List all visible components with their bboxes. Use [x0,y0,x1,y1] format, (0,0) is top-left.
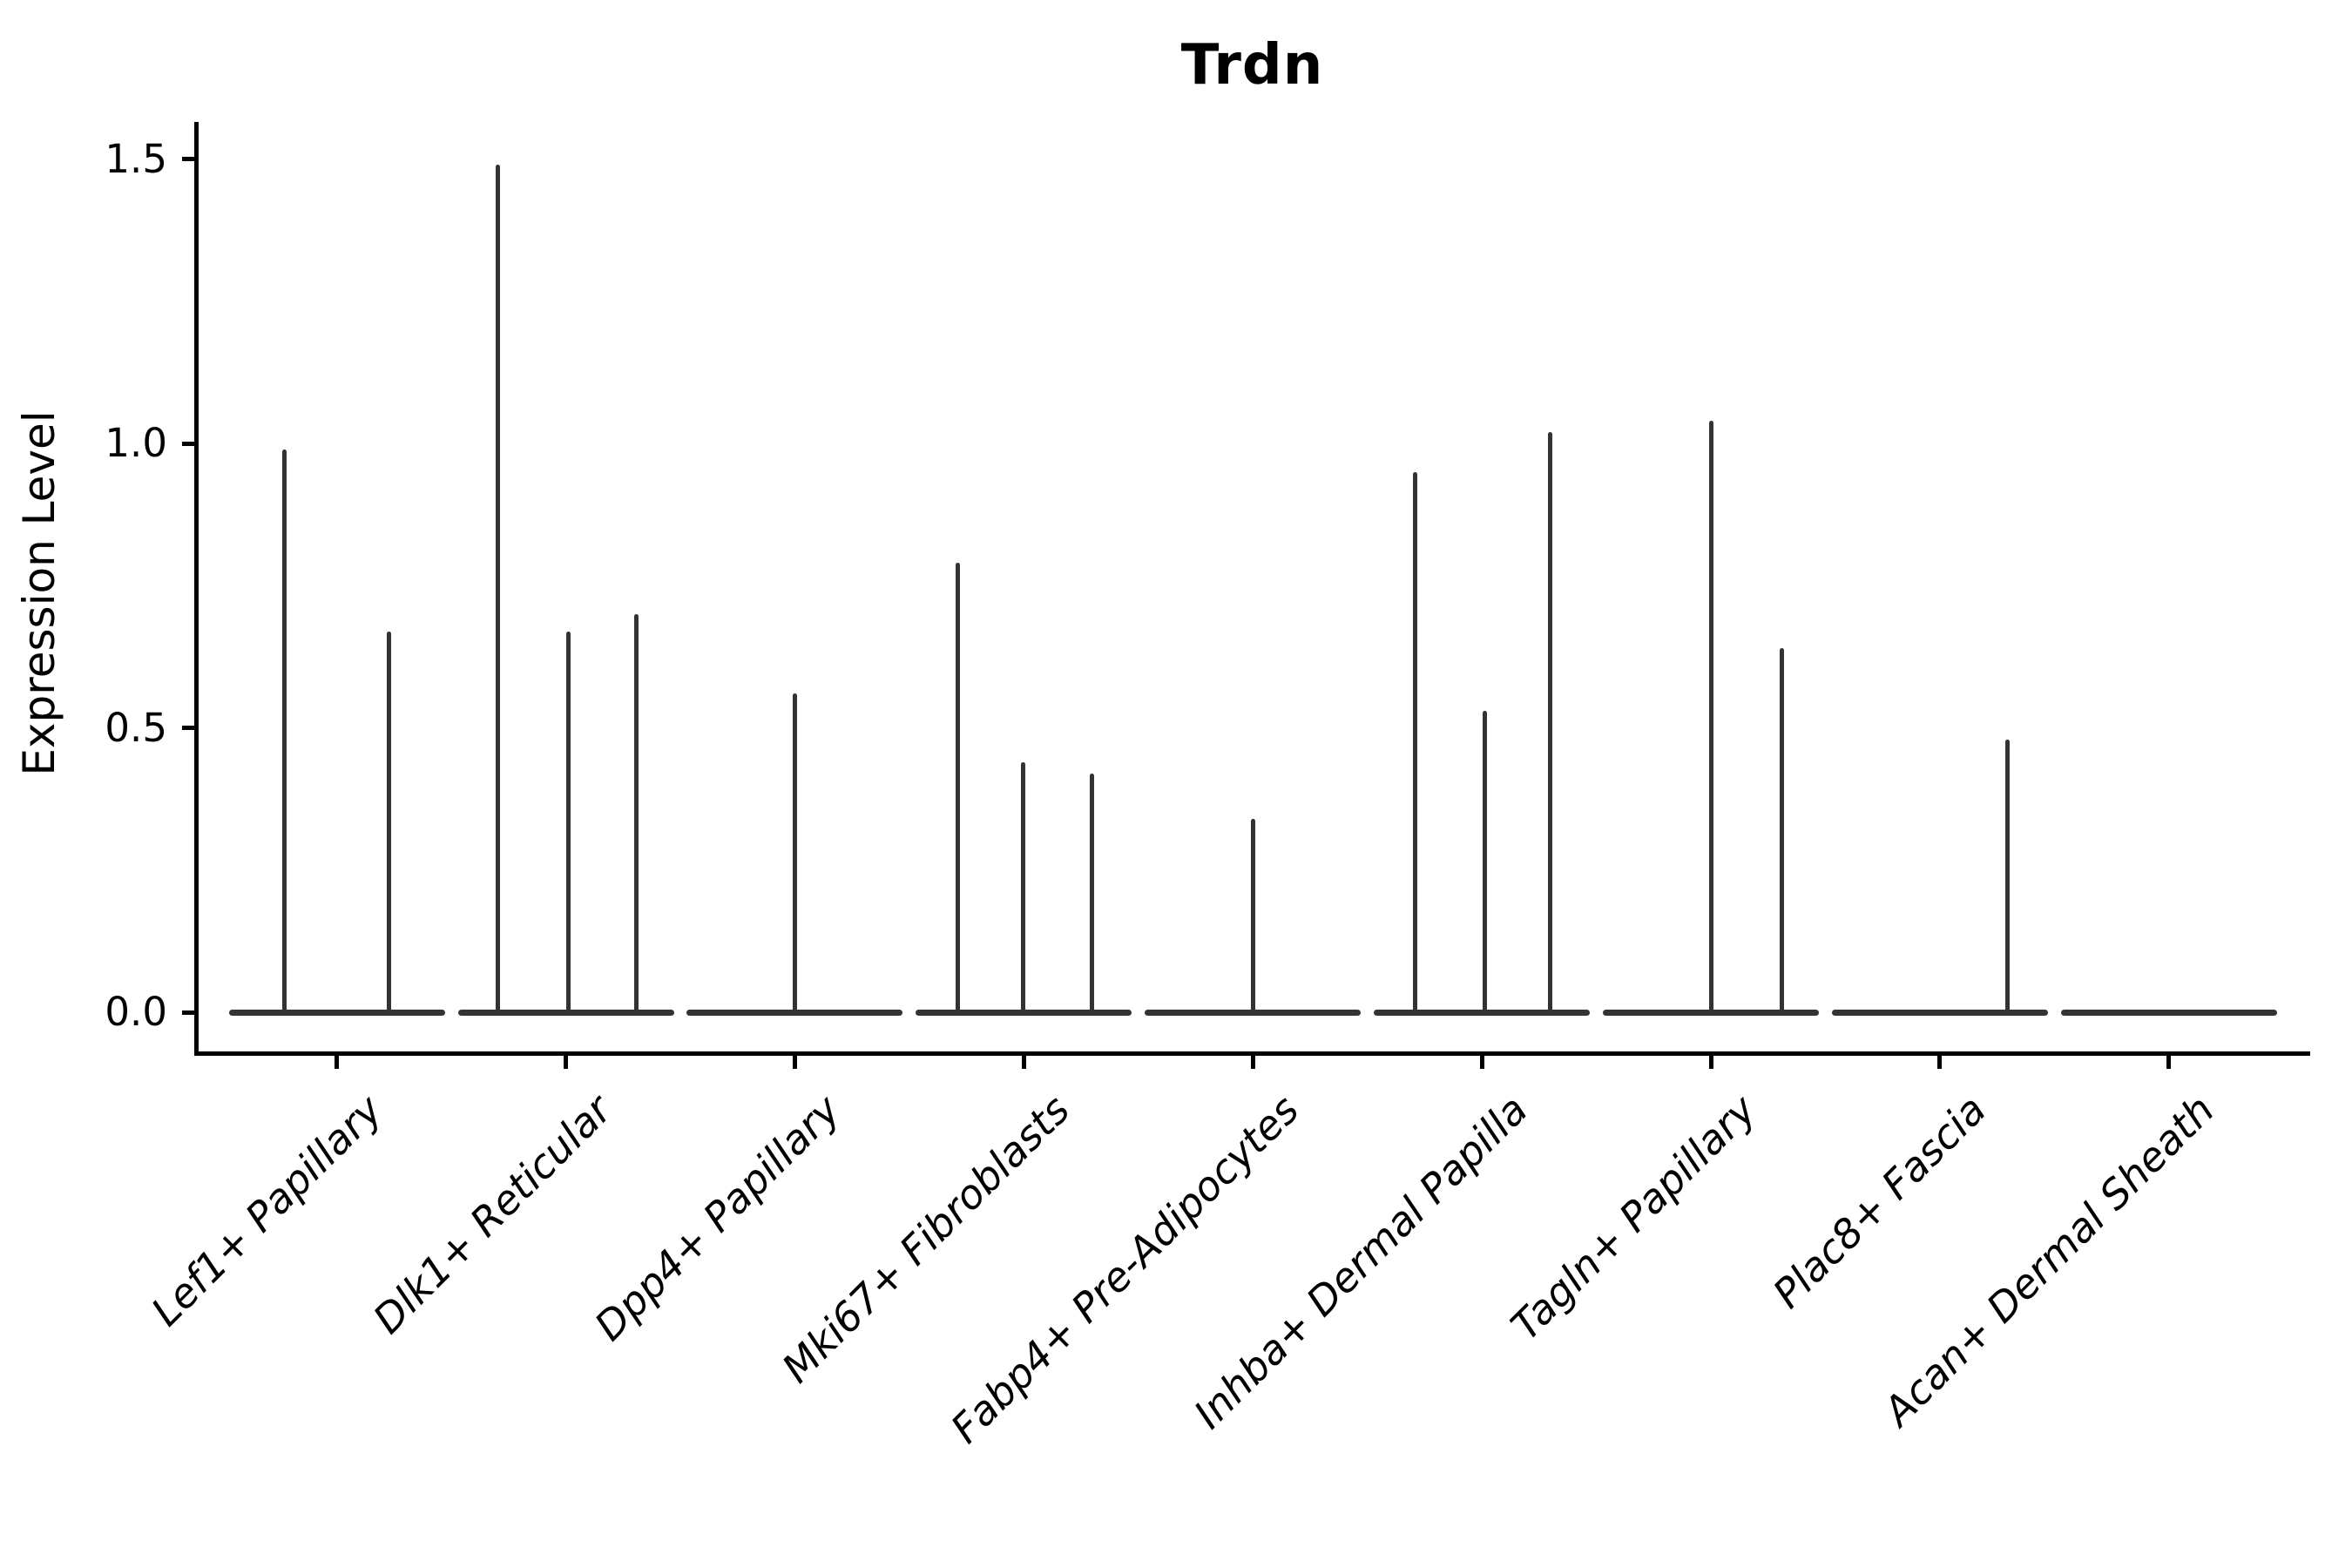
chart-title: Trdn [1180,33,1324,98]
x-tick-label: Lef1+ Papillary [142,1085,392,1335]
violin-spike [566,631,571,1012]
x-tick [1479,1056,1484,1069]
violin-spike [1482,711,1487,1012]
x-tick-label: Dpp4+ Papillary [585,1085,850,1350]
violin-baseline [1831,1009,2048,1016]
violin-baseline [686,1009,903,1016]
violin-spike [792,693,797,1012]
violin-baseline [228,1009,445,1016]
violin-spike [2005,739,2011,1012]
violin-baseline [916,1009,1132,1016]
violin-baseline [1145,1009,1362,1016]
violin-baseline [1603,1009,1819,1016]
x-tick [1708,1056,1713,1069]
y-tick [182,441,195,446]
x-tick [1937,1056,1943,1069]
violin-spike [1089,773,1094,1012]
violin-baseline [457,1009,674,1016]
y-tick-label: 0.5 [105,704,167,751]
violin-spike [1020,761,1025,1012]
y-tick [182,1010,195,1015]
violin-baseline [1374,1009,1591,1016]
x-tick [335,1056,340,1069]
x-tick [792,1056,797,1069]
violin-spike [1547,432,1552,1012]
violin-spike [634,614,639,1012]
violin-spike [1412,471,1417,1012]
violin-spike [496,165,500,1012]
y-tick-label: 0.0 [105,989,167,1035]
violin-spike [282,449,287,1012]
y-tick [182,726,195,731]
y-tick [182,157,195,162]
violin-spike [1250,819,1255,1012]
violin-spike [955,563,960,1012]
x-tick-label: Tagln+ Papillary [1502,1085,1766,1349]
left-spine [194,122,199,1056]
violin-spike [387,631,392,1012]
x-tick [2166,1056,2172,1069]
violin-spike [1708,421,1713,1012]
x-tick [1021,1056,1026,1069]
x-tick [1250,1056,1255,1069]
violin-spike [1779,648,1784,1012]
x-tick-label: Dlk1+ Reticular [363,1085,621,1343]
violin-baseline [2060,1009,2277,1016]
bottom-spine [194,1051,2310,1056]
y-tick-label: 1.0 [105,420,167,467]
y-tick-label: 1.5 [105,135,167,182]
x-tick [564,1056,568,1069]
x-tick-label: Plac8+ Fascia [1763,1085,1995,1317]
